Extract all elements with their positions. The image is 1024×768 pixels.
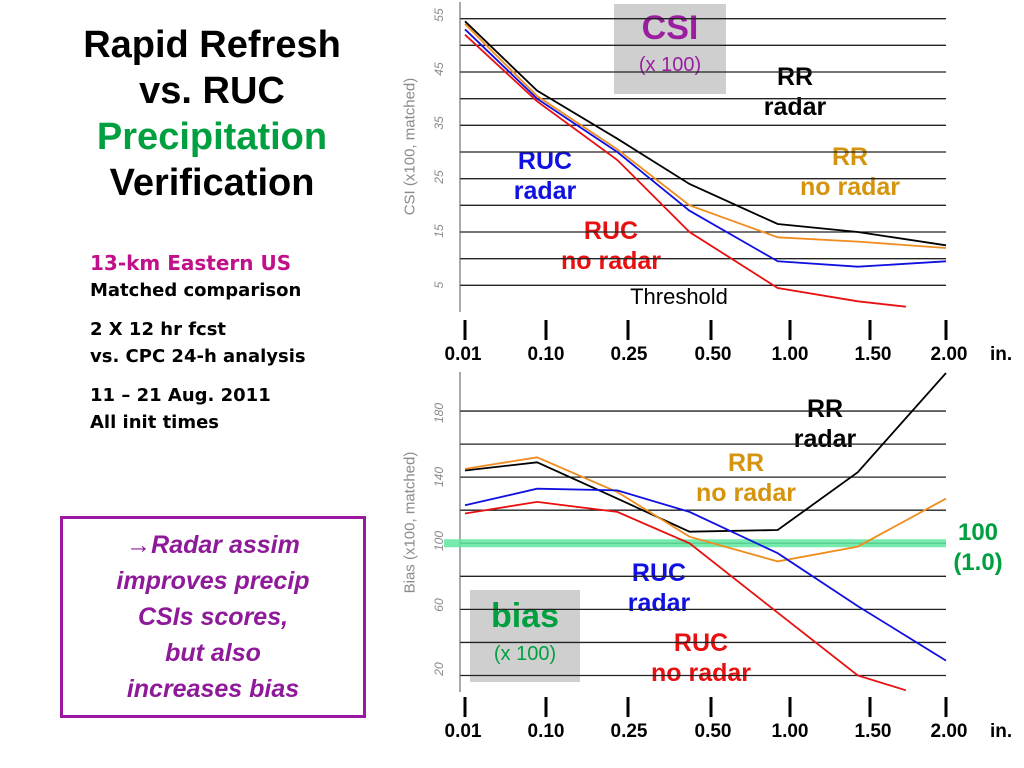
info-forecast: 2 X 12 hr fcst [90,319,227,340]
conclusion-box: →Radar assim improves precip CSIs scores… [60,516,366,718]
bias-x-unit: in. [990,721,1013,742]
csi-label-rr-no-radar-line1: RR [831,143,869,171]
bias-x-tick-label: 0.50 [694,721,732,742]
bias-x-tick-label: 1.00 [771,721,809,742]
bias-box-title: bias [490,597,560,635]
csi-series-rr-no-radar [464,23,947,249]
info-init: All init times [90,412,220,433]
info-period: 11 – 21 Aug. 2011 [90,385,271,406]
bias-label-ruc-radar-line1: RUC [631,559,687,587]
csi-x-tick-label: 2.00 [930,344,968,365]
bias-title-box: bias (x 100) [470,590,580,682]
bias-x-tick-label: 0.01 [444,721,482,742]
csi-series-rr-radar [464,20,947,247]
bias-x-tick-label: 0.10 [527,721,565,742]
info-comparison: Matched comparison [90,280,302,301]
csi-label-rr-radar-line2: radar [763,93,827,121]
csi-x-tick-label: 0.50 [694,344,732,365]
title-line-4: Verification [109,162,315,204]
title-line-1: Rapid Refresh [83,24,341,66]
bias-label-rr-no-radar: RR no radar [666,448,826,508]
bias-x-tick-label: 0.25 [610,721,648,742]
slide-title: Rapid Refresh vs. RUC Precipitation Veri… [30,22,394,206]
csi-box-title: CSI [641,9,699,47]
csi-label-rr-radar-line1: RR [776,63,814,91]
bias-label-rr-radar: RR radar [770,394,880,454]
csi-label-rr-no-radar-line2: no radar [799,173,901,201]
csi-x-tick-label: 1.50 [854,344,892,365]
csi-x-tick-label: 1.00 [771,344,809,365]
conclusion-line-4: but also [165,639,261,667]
csi-box-subtitle: (x 100) [638,54,702,76]
csi-x-tick-label: 0.10 [527,344,565,365]
bias-series-ruc-no-radar [464,500,907,692]
csi-series-ruc-no-radar [464,34,907,308]
bias-box-subtitle: (x 100) [493,643,557,665]
bias-label-rr-radar-line1: RR [806,395,844,423]
conclusion-line-1: →Radar assim [126,531,300,559]
bias-label-rr-no-radar-line2: no radar [695,479,797,507]
bias-label-rr-radar-line2: radar [793,425,857,453]
conclusion-line-5: increases bias [126,675,300,703]
csi-x-tick-label: 0.01 [444,344,482,365]
bias-reference-label-line1: 100 [957,519,999,546]
csi-label-rr-radar: RR radar [740,62,850,122]
conclusion-line-2: improves precip [116,567,310,595]
bias-reference-label: 100 (1.0) [938,518,1018,578]
title-line-3: Precipitation [96,116,328,158]
csi-label-rr-no-radar: RR no radar [770,142,930,202]
csi-label-ruc-radar-line2: radar [513,177,577,205]
bias-series-ruc-radar [464,487,947,662]
info-block: 13-km Eastern US Matched comparison 2 X … [90,250,390,436]
bias-series-rr-no-radar [464,456,947,563]
bias-x-tick-label: 2.00 [930,721,968,742]
bias-reference-label-line2: (1.0) [953,549,1003,576]
bias-label-ruc-radar-line2: radar [627,589,691,617]
csi-x-axis-title: Threshold [630,284,728,309]
conclusion-line-3: CSIs scores, [137,603,289,631]
info-region: 13-km Eastern US [90,251,292,275]
csi-label-ruc-no-radar-line1: RUC [583,217,639,245]
bias-label-ruc-radar: RUC radar [604,558,714,618]
title-line-2: vs. RUC [139,70,285,112]
bias-series-rr-radar [464,372,947,533]
bias-x-tick-label: 1.50 [854,721,892,742]
bias-label-ruc-no-radar-line2: no radar [650,659,752,687]
csi-series-ruc-radar [464,28,947,268]
csi-label-ruc-no-radar: RUC no radar [528,216,694,276]
bias-label-rr-no-radar-line1: RR [727,449,765,477]
info-analysis: vs. CPC 24-h analysis [90,346,306,367]
csi-x-tick-label: 0.25 [610,344,648,365]
csi-x-unit: in. [990,344,1013,365]
csi-label-ruc-no-radar-line2: no radar [560,247,662,275]
